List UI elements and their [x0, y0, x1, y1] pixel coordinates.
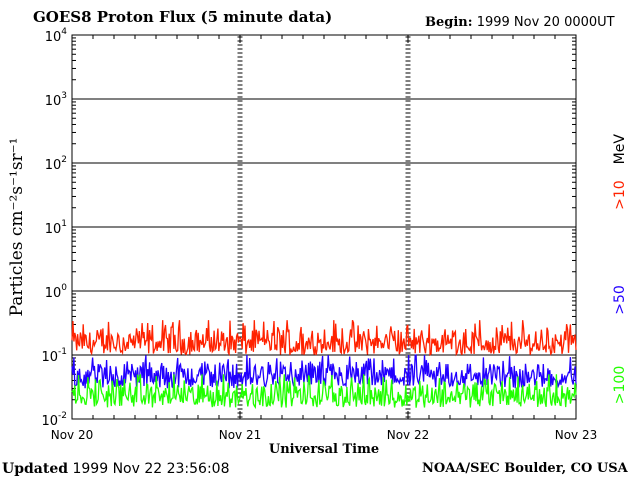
y-tick-label: 100 — [45, 283, 68, 301]
credit-text: NOAA/SEC Boulder, CO USA — [422, 461, 628, 476]
updated-label: Updated — [2, 461, 69, 477]
series-line — [71, 319, 577, 357]
y-tick-label: 10-1 — [41, 347, 67, 365]
begin-value: 1999 Nov 20 0000UT — [476, 15, 615, 30]
y-axis-label: Particles cm⁻²s⁻¹sr⁻¹ — [7, 138, 27, 317]
y-tick-label: 101 — [45, 219, 67, 237]
x-tick-label: Nov 20 — [51, 428, 94, 442]
begin-timestamp: Begin: 1999 Nov 20 0000UT — [425, 15, 615, 30]
x-tick-label: Nov 22 — [387, 428, 430, 442]
legend-entry: >10MeV — [612, 134, 628, 210]
y-tick-label: 102 — [45, 155, 67, 173]
updated-timestamp: Updated 1999 Nov 22 23:56:08 — [2, 461, 229, 477]
y-tick-label: 103 — [45, 91, 67, 109]
x-tick-label: Nov 21 — [219, 428, 262, 442]
legend-entry: >100 — [612, 366, 628, 404]
series-line — [71, 374, 577, 410]
y-tick-label: 104 — [45, 27, 68, 45]
begin-label: Begin: — [425, 15, 473, 30]
x-tick-label: Nov 23 — [555, 428, 598, 442]
x-axis-label: Universal Time — [269, 442, 379, 457]
y-tick-label: 10-2 — [41, 411, 67, 429]
chart-title: GOES8 Proton Flux (5 minute data) — [33, 8, 333, 26]
legend-entry: >50 — [612, 285, 628, 315]
updated-value: 1999 Nov 22 23:56:08 — [72, 461, 230, 477]
